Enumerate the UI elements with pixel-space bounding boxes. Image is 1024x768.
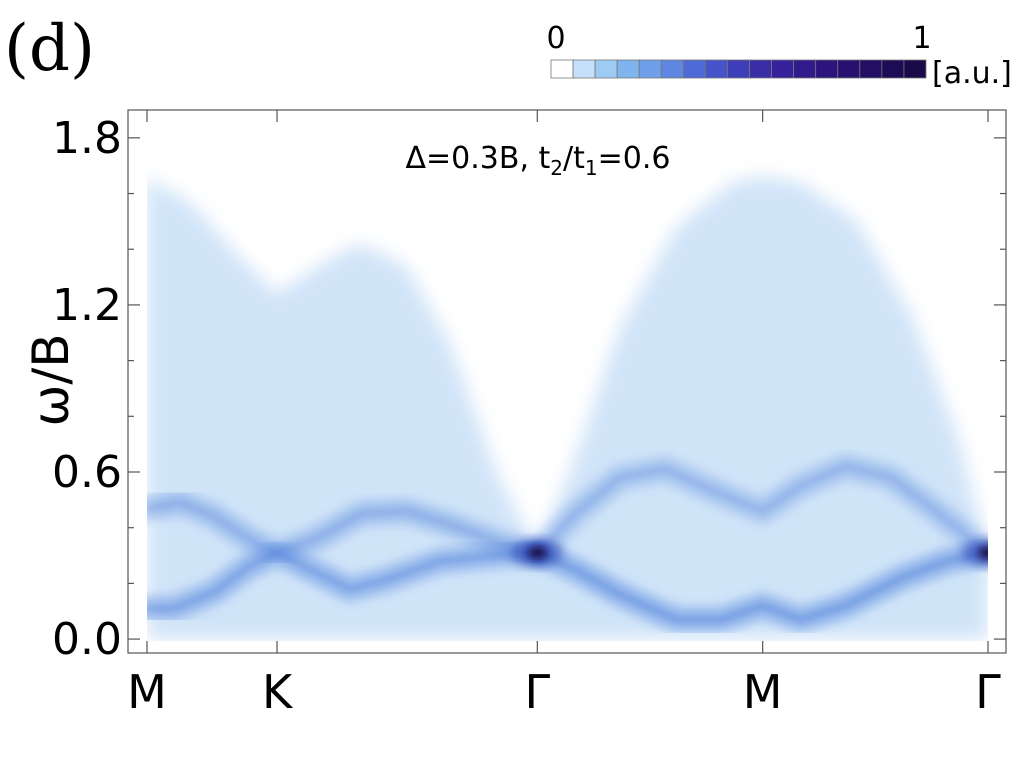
colorbar-max-label: 1 xyxy=(912,21,931,56)
intensity-hotspots xyxy=(511,538,988,567)
annotation-main: Δ=0.3B, t xyxy=(406,141,551,176)
colorbar-cell xyxy=(749,59,772,79)
colorbar-cell xyxy=(859,59,883,79)
colorbar: 0 1 [a.u.] xyxy=(546,21,1011,91)
colorbar-cell xyxy=(815,59,839,79)
annotation-sub-2: 2 xyxy=(550,156,563,180)
colorbar-cell xyxy=(594,59,618,79)
branch-line xyxy=(147,500,540,556)
colorbar-cell xyxy=(616,59,640,79)
colorbar-cells xyxy=(550,59,927,79)
parameter-annotation: Δ=0.3B, t2/t1=0.6 xyxy=(406,141,671,180)
colorbar-cell xyxy=(660,59,684,79)
colorbar-cell xyxy=(793,59,817,79)
colorbar-cell xyxy=(638,59,662,79)
colorbar-cell xyxy=(550,59,574,79)
annotation-tail: =0.6 xyxy=(598,141,671,176)
x-tick-label: Γ xyxy=(524,665,550,719)
y-tick-label: 0.0 xyxy=(52,614,122,665)
colorbar-cell xyxy=(682,59,706,79)
colorbar-unit-label: [a.u.] xyxy=(932,56,1012,91)
y-tick-label: 0.6 xyxy=(52,447,122,498)
colorbar-cell xyxy=(881,59,905,79)
colorbar-cell xyxy=(705,59,728,79)
hotspot-core xyxy=(527,546,548,559)
colorbar-cell xyxy=(727,59,750,79)
hotspot-core xyxy=(978,546,988,559)
x-tick-label: M xyxy=(743,665,783,719)
x-tick-label: K xyxy=(262,665,294,719)
annotation-sub-1: 1 xyxy=(585,156,598,180)
colorbar-min-label: 0 xyxy=(546,21,565,56)
y-tick-label: 1.2 xyxy=(52,280,122,331)
colorbar-cell xyxy=(903,59,927,79)
panel-label: (d) xyxy=(4,12,95,86)
y-tick-label: 1.8 xyxy=(52,113,122,164)
branch-line xyxy=(534,463,988,556)
annotation-slash: /t xyxy=(563,141,585,176)
heatmap-area xyxy=(147,176,988,640)
y-axis: 0.0 0.6 1.2 1.8 xyxy=(52,113,1006,665)
branch-line xyxy=(534,550,988,623)
colorbar-cell xyxy=(771,59,795,79)
hotspot-glow xyxy=(962,538,988,567)
colorbar-cell xyxy=(572,59,596,79)
y-axis-label: ω/B xyxy=(22,333,80,426)
x-tick-label: Γ xyxy=(975,665,1001,719)
plot-frame xyxy=(127,109,1007,654)
x-tick-label: M xyxy=(127,665,167,719)
colorbar-cell xyxy=(837,59,861,79)
